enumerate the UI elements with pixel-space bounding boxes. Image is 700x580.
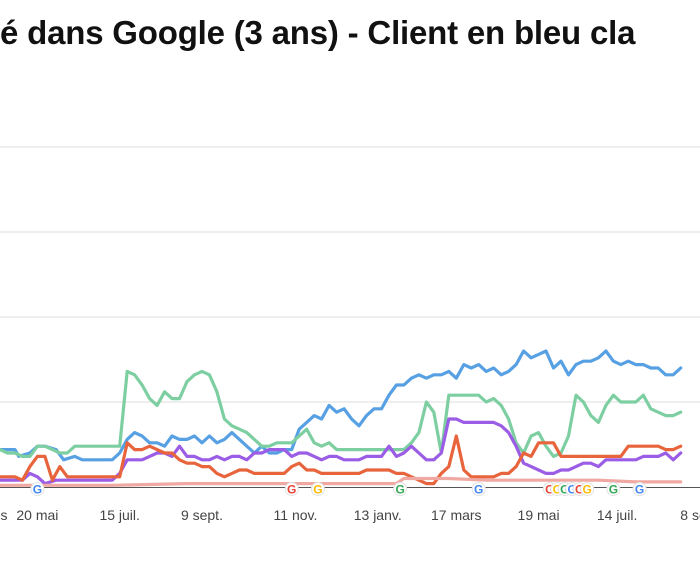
google-icon: G [575, 482, 584, 496]
x-tick-label: 20 mai [16, 507, 58, 523]
x-tick-label: 13 janv. [354, 507, 402, 523]
marker-badge [580, 482, 595, 496]
x-tick-label: 14 juil. [597, 507, 637, 523]
annotation-marker-4[interactable]: G [393, 482, 408, 496]
x-tick-label: 9 sept. [181, 507, 223, 523]
annotation-marker-2[interactable]: G [284, 482, 299, 496]
series-line-1 [0, 349, 683, 462]
marker-badge [632, 482, 647, 496]
google-icon: G [568, 482, 577, 496]
google-icon: G [474, 482, 483, 496]
google-icon: G [313, 482, 322, 496]
google-icon: G [635, 482, 644, 496]
page-title: é dans Google (3 ans) - Client en bleu c… [0, 14, 636, 51]
grid-lines [0, 146, 700, 488]
google-icon: G [609, 482, 618, 496]
x-tick-label: s [1, 507, 8, 523]
marker-badge [393, 482, 408, 496]
marker-badge [310, 482, 325, 496]
annotation-marker-5[interactable]: G [471, 482, 486, 496]
annotation-marker-13[interactable]: G [632, 482, 647, 496]
annotation-marker-1[interactable]: G [30, 482, 45, 496]
x-tick-label: 17 mars [431, 507, 482, 523]
x-tick-label: 8 sept [680, 507, 700, 523]
series-line-3 [0, 417, 683, 486]
annotation-marker-3[interactable]: G [310, 482, 325, 496]
marker-badge [30, 482, 45, 496]
google-icon: G [583, 482, 592, 496]
series-lines [0, 349, 683, 487]
x-axis-ticks: s 20 mai 15 juil. 9 sept. 11 nov. 13 janv. 17 … [1, 507, 700, 523]
x-tick-label: 19 mai [518, 507, 560, 523]
annotation-marker-12[interactable]: G [606, 482, 621, 496]
google-icon: G [287, 482, 296, 496]
marker-badge [284, 482, 299, 496]
google-icon: G [33, 482, 42, 496]
series-line-4 [0, 434, 683, 486]
google-icon: G [560, 482, 569, 496]
google-icon: G [553, 482, 562, 496]
series-line-2 [0, 369, 683, 458]
series-line-5 [0, 476, 683, 487]
x-tick-label: 11 nov. [274, 507, 318, 523]
google-icon: G [545, 482, 554, 496]
google-icon: G [396, 482, 405, 496]
marker-badge [606, 482, 621, 496]
annotation-marker-11[interactable]: G [580, 482, 595, 496]
x-tick-label: 15 juil. [99, 507, 139, 523]
marker-badge [471, 482, 486, 496]
